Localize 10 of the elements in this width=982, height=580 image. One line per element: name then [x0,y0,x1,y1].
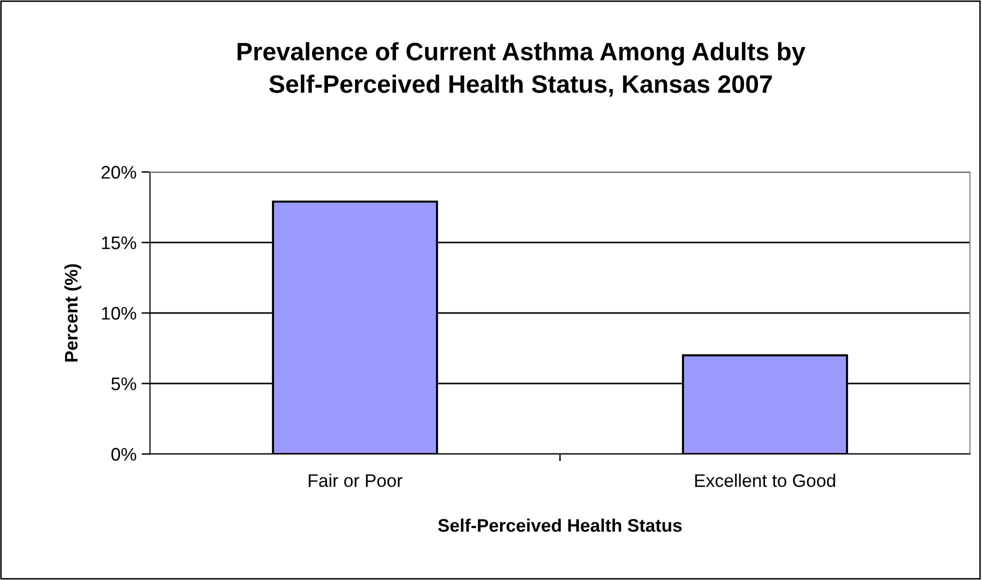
x-tick-label: Fair or Poor [308,474,402,487]
y-tick-label: 15% [102,236,136,250]
y-tick-label: 5% [111,378,136,390]
chart-title: Prevalence of Current Asthma Among Adults by Self-Perceived Health Status, Kansas 2007 [238,42,806,97]
x-tick-label: Excellent to Good [695,474,836,487]
y-axis-title: Percent (%) [64,264,82,362]
y-tick-label: 20% [102,166,136,179]
y-tick-label: 10% [102,306,136,320]
y-tick-label: 0% [111,448,136,461]
x-axis-title: Self-Perceived Health Status [438,518,682,532]
